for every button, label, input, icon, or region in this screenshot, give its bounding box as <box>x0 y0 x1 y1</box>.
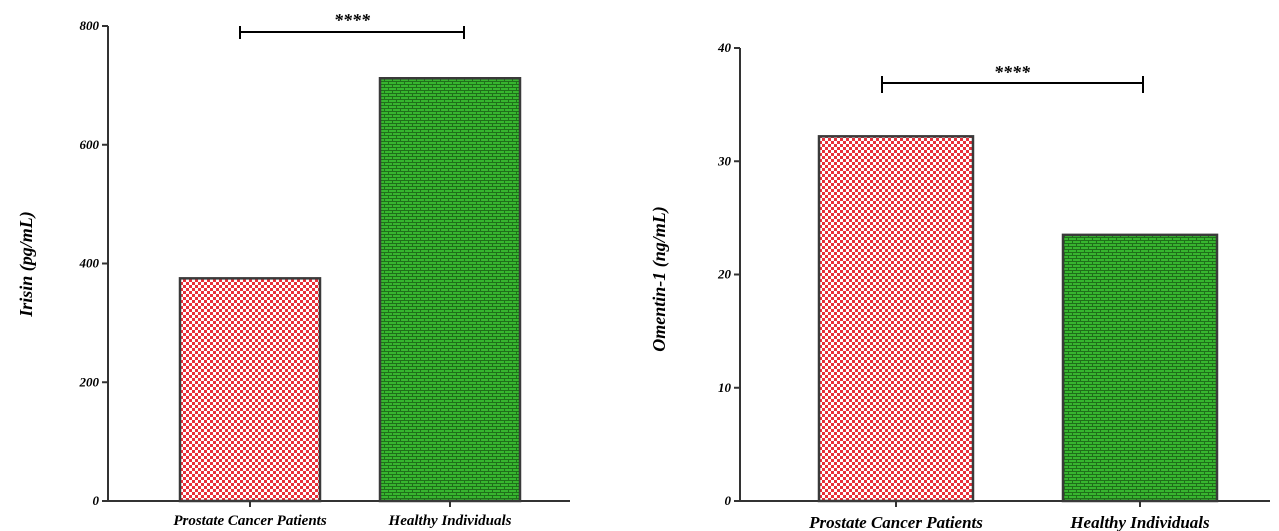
omentin-bar-prostate-cancer <box>817 135 975 503</box>
irisin-y-axis-label: Irisin (pg/mL) <box>16 211 37 318</box>
omentin-bar-healthy <box>1061 233 1219 503</box>
irisin-bar-prostate-cancer <box>178 277 322 503</box>
irisin-y-tick-label: 0 <box>93 493 100 508</box>
irisin-significance-label: **** <box>334 10 371 30</box>
omentin-significance-label: **** <box>994 62 1031 82</box>
omentin-x-category-label: Healthy Individuals <box>1069 513 1210 531</box>
irisin-y-ticks: 0 200 400 600 800 <box>79 18 108 508</box>
irisin-bar-healthy <box>378 77 522 503</box>
omentin-y-axis-label: Omentin-1 (ng/mL) <box>649 206 670 352</box>
omentin-significance-bracket: **** <box>881 62 1144 93</box>
irisin-y-tick-label: 200 <box>79 374 100 389</box>
omentin-chart: Omentin-1 (ng/mL) 0 10 20 30 40 Prostate Can… <box>649 40 1270 531</box>
irisin-x-category-label: Prostate Cancer Patients <box>173 513 326 529</box>
omentin-y-ticks: 0 10 20 30 40 <box>717 40 740 508</box>
omentin-bars <box>817 135 1219 503</box>
irisin-y-tick-label: 600 <box>80 137 100 152</box>
omentin-x-category-label: Prostate Cancer Patients <box>808 513 983 531</box>
omentin-y-tick-label: 0 <box>725 493 732 508</box>
irisin-y-tick-label: 800 <box>80 18 100 33</box>
omentin-x-ticks: Prostate Cancer Patients Healthy Individu… <box>808 501 1210 531</box>
omentin-y-tick-label: 10 <box>718 380 732 395</box>
irisin-y-tick-label: 400 <box>79 256 100 271</box>
omentin-y-tick-label: 20 <box>717 267 732 282</box>
omentin-y-tick-label: 40 <box>717 40 732 55</box>
irisin-bars <box>178 77 522 503</box>
omentin-y-tick-label: 30 <box>717 153 732 168</box>
irisin-significance-bracket: **** <box>239 10 465 39</box>
irisin-chart: Irisin (pg/mL) 0 200 400 600 800 Prostate Ca… <box>16 10 570 529</box>
irisin-x-category-label: Healthy Individuals <box>388 513 512 529</box>
irisin-x-ticks: Prostate Cancer Patients Healthy Individu… <box>173 501 512 529</box>
